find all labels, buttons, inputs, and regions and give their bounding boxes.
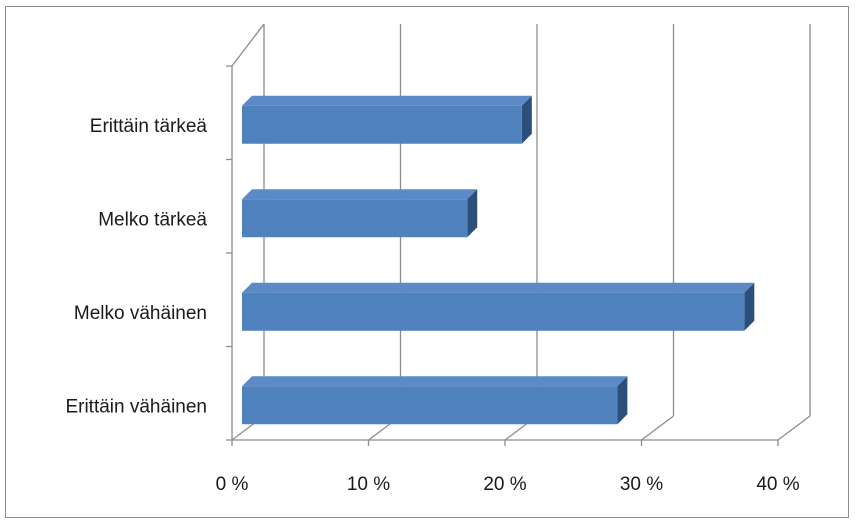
bar-side xyxy=(744,282,755,331)
x-tick-label: 20 % xyxy=(483,474,526,495)
bar xyxy=(242,292,745,331)
bar-top xyxy=(242,376,628,387)
axes xyxy=(226,23,779,446)
category-label: Erittäin vähäinen xyxy=(65,396,207,417)
side-wall-top xyxy=(231,23,265,67)
category-label: Melko vähäinen xyxy=(74,303,207,324)
bar xyxy=(242,386,618,425)
category-label: Erittäin tärkeä xyxy=(90,116,208,137)
x-tick-label: 40 % xyxy=(756,474,799,495)
gridlines xyxy=(231,24,811,441)
bar-top xyxy=(242,282,755,293)
bar xyxy=(242,199,468,238)
bar-side xyxy=(617,376,628,425)
bar-top xyxy=(242,189,478,200)
bar-side xyxy=(521,95,532,144)
bars xyxy=(242,95,755,425)
x-tick-label: 30 % xyxy=(620,474,663,495)
chart-frame xyxy=(5,6,849,518)
gridline-floor xyxy=(777,415,811,441)
x-tick-label: 0 % xyxy=(216,474,249,495)
gridline-floor xyxy=(641,415,674,441)
bar xyxy=(242,105,522,144)
category-label: Melko tärkeä xyxy=(98,209,207,230)
bar-side xyxy=(467,189,478,238)
bar-top xyxy=(242,95,532,106)
labels: 0 % 10 % 20 % 30 % 40 % Erittäin tärkeä Melko … xyxy=(65,116,799,495)
x-tick-label: 10 % xyxy=(347,474,390,495)
